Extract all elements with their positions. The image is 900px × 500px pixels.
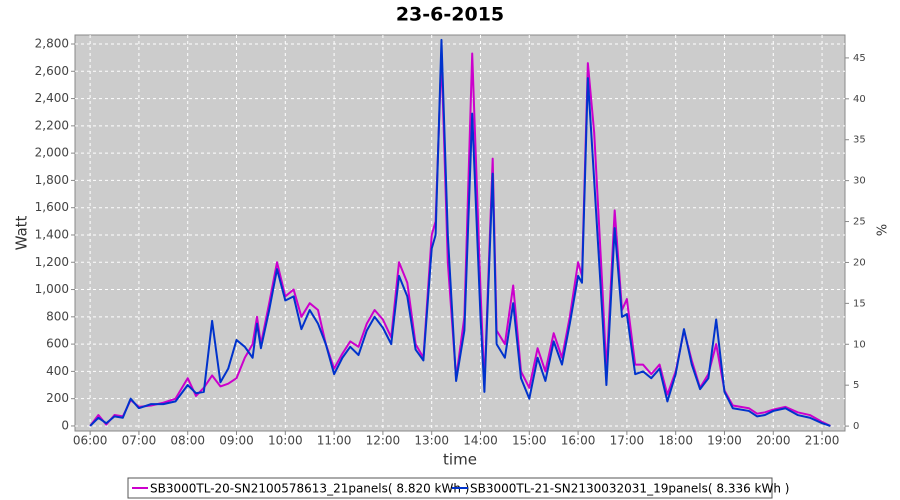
x-tick-label: 14:00 [463, 434, 498, 448]
y-tick-label: 1,000 [35, 282, 69, 296]
y2-tick-label: 30 [853, 176, 866, 187]
y2-tick-label: 10 [853, 339, 866, 350]
y-tick-label: 600 [46, 337, 69, 351]
x-tick-label: 11:00 [317, 434, 352, 448]
legend [127, 477, 773, 499]
x-tick-label: 06:00 [73, 434, 108, 448]
x-tick-label: 18:00 [658, 434, 693, 448]
y-tick-label: 2,200 [35, 118, 69, 132]
x-axis-label: time [443, 451, 477, 469]
x-tick-label: 16:00 [561, 434, 596, 448]
y-tick-label: 400 [46, 364, 69, 378]
y-tick-label: 1,800 [35, 173, 69, 187]
y2-tick-label: 5 [853, 380, 859, 391]
y-tick-label: 2,600 [35, 64, 69, 78]
legend-label: SB3000TL-21-SN2130032031_19panels( 8.336… [470, 482, 789, 496]
chart-title: 23-6-2015 [396, 4, 504, 26]
y-tick-label: 2,000 [35, 146, 69, 160]
line-series [89, 38, 831, 427]
y2-tick-label: 15 [853, 298, 866, 309]
y2-tick-label: 45 [853, 53, 866, 64]
y-tick-label: 2,400 [35, 91, 69, 105]
x-tick-label: 19:00 [707, 434, 742, 448]
y-tick-label: 0 [61, 418, 69, 432]
y2-tick-label: 20 [853, 257, 866, 268]
y-tick-label: 800 [46, 309, 69, 323]
plot-area [74, 34, 846, 432]
x-tick-label: 17:00 [610, 434, 645, 448]
x-tick-label: 20:00 [756, 434, 791, 448]
y2-tick-label: 40 [853, 94, 866, 105]
x-tick-label: 07:00 [122, 434, 157, 448]
x-tick-label: 15:00 [512, 434, 547, 448]
y2-axis-label: % [873, 224, 888, 236]
y2-tick-label: 25 [853, 217, 866, 228]
y-tick-label: 1,400 [35, 227, 69, 241]
y-tick-label: 200 [46, 391, 69, 405]
x-tick-label: 08:00 [170, 434, 205, 448]
legend-label: SB3000TL-20-SN2100578613_21panels( 8.820… [150, 482, 469, 496]
x-tick-label: 12:00 [366, 434, 401, 448]
y-tick-label: 1,600 [35, 200, 69, 214]
y2-tick-label: 35 [853, 135, 866, 146]
y2-tick-label: 0 [853, 421, 859, 432]
y-tick-label: 1,200 [35, 255, 69, 269]
x-tick-label: 09:00 [219, 434, 254, 448]
y-tick-label: 2,800 [35, 37, 69, 51]
x-tick-label: 21:00 [805, 434, 840, 448]
x-tick-label: 13:00 [414, 434, 449, 448]
y-axis-label: Watt [13, 215, 31, 250]
x-tick-label: 10:00 [268, 434, 303, 448]
